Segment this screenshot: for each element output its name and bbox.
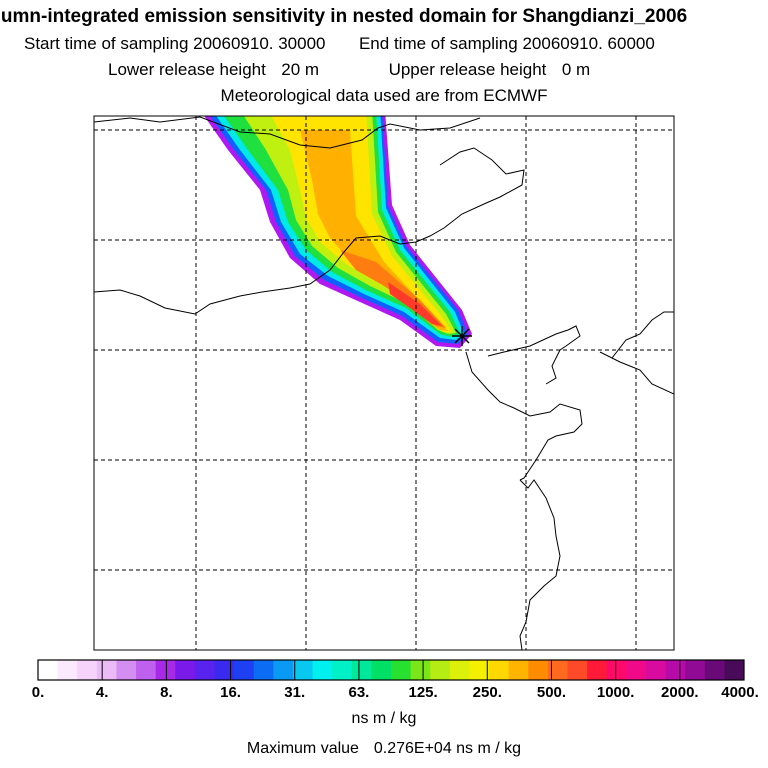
upper-release-label: Upper release height xyxy=(388,60,547,79)
map-frame xyxy=(93,115,675,651)
plume-red-core xyxy=(388,282,442,326)
sampling-times: Start time of sampling 20060910. 30000 E… xyxy=(24,34,655,54)
colorbar-cell xyxy=(489,660,510,680)
start-time-label: Start time of sampling xyxy=(24,34,189,53)
colorbar-cell xyxy=(351,660,372,680)
colorbar-cell xyxy=(332,660,353,680)
colorbar-tick-label: 125. xyxy=(408,684,438,701)
coast-liaodong xyxy=(487,325,581,385)
colorbar-cell xyxy=(606,660,627,680)
colorbar-tick-label: 16. xyxy=(220,684,241,701)
plume-orange-band xyxy=(300,130,448,331)
colorbar-tick-label: 4000. xyxy=(721,684,759,701)
colorbar-tick-label: 8. xyxy=(160,684,173,701)
colorbar-cell xyxy=(665,660,686,680)
maximum-value: Maximum value 0.276E+04 ns m / kg xyxy=(0,740,768,758)
colorbar-cell xyxy=(77,660,98,680)
colorbar-cell xyxy=(626,660,647,680)
colorbar-tick-label: 2000. xyxy=(661,684,699,701)
colorbar-cell xyxy=(136,660,157,680)
colorbar-cell xyxy=(410,660,431,680)
colorbar-cell xyxy=(234,660,255,680)
colorbar-cell xyxy=(371,660,392,680)
border-east xyxy=(399,147,525,245)
colorbar-cell xyxy=(704,660,725,680)
colorbar-cell xyxy=(116,660,137,680)
colorbar-tick-label: 1000. xyxy=(596,684,635,701)
colorbar-cell xyxy=(57,660,78,680)
colorbar-cell xyxy=(547,660,568,680)
lower-release-label: Lower release height xyxy=(108,60,266,79)
colorbar-cell xyxy=(430,660,451,680)
colorbar-cell xyxy=(253,660,274,680)
colorbar-cell xyxy=(587,660,608,680)
border-north xyxy=(94,116,481,149)
colorbar-tick-label: 0. xyxy=(31,684,45,701)
colorbar-cell xyxy=(214,660,235,680)
receptor-star-icon xyxy=(452,326,472,346)
colorbar-cell xyxy=(685,660,706,680)
met-data-line: Meteorological data used are from ECMWF xyxy=(220,86,548,105)
colorbar-cell xyxy=(273,660,294,680)
coast-bohai xyxy=(465,351,583,481)
colorbar-cell xyxy=(312,660,333,680)
colorbar-cell xyxy=(567,660,588,680)
colorbar-units: ns m / kg xyxy=(351,710,417,727)
coast-korea xyxy=(599,311,674,395)
colorbar-cell xyxy=(528,660,549,680)
plume xyxy=(204,116,472,348)
upper-release-value: 0 m xyxy=(561,60,591,79)
colorbar-cell xyxy=(391,660,412,680)
colorbar-cell xyxy=(724,660,745,680)
max-value-label: Maximum value xyxy=(246,740,359,757)
colorbar-cell xyxy=(155,660,176,680)
colorbar-tick-label: 4. xyxy=(95,684,109,701)
colorbar-cell xyxy=(38,660,59,680)
colorbar-cell xyxy=(508,660,529,680)
lower-release-value: 20 m xyxy=(281,60,320,79)
colorbar-frame xyxy=(37,659,745,681)
colorbar-tick-label: 250. xyxy=(472,684,502,701)
lat-lon-grid xyxy=(94,116,674,650)
colorbar-cell xyxy=(96,660,117,680)
start-time-value: 20060910. 30000 xyxy=(193,34,326,53)
colorbar-tick-label: 31. xyxy=(284,684,306,701)
max-value-number: 0.276E+04 ns m / kg xyxy=(373,740,522,757)
colorbar xyxy=(38,660,745,680)
colorbar-cell xyxy=(449,660,470,680)
colorbar-cell xyxy=(194,660,215,680)
colorbar-cell xyxy=(469,660,490,680)
colorbar-cell xyxy=(645,660,666,680)
end-time-value: 20060910. 60000 xyxy=(522,34,655,53)
end-time-label: End time of sampling xyxy=(358,34,518,53)
border-central xyxy=(94,235,401,315)
map-title: olumn-integrated emission sensitivity in… xyxy=(0,6,688,27)
release-heights: Lower release height 20 m Upper release … xyxy=(108,60,590,80)
colorbar-cell xyxy=(292,660,313,680)
colorbar-tick-label: 500. xyxy=(536,684,567,701)
colorbar-tick-label: 63. xyxy=(348,684,370,701)
colorbar-cell xyxy=(175,660,196,680)
